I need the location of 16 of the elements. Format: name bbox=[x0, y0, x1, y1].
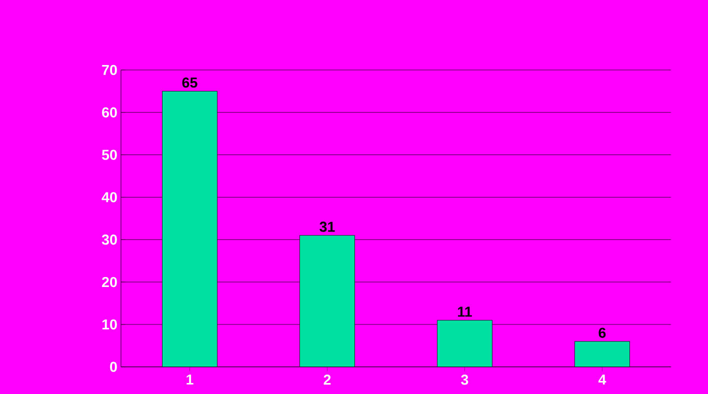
data-label: 6 bbox=[598, 328, 606, 338]
data-label: 11 bbox=[458, 306, 472, 317]
y-tick-label: 50 bbox=[102, 150, 117, 160]
x-tick-label: 3 bbox=[461, 374, 468, 385]
y-tick-label: 0 bbox=[110, 362, 117, 372]
y-tick-label: 30 bbox=[102, 234, 117, 245]
y-tick-label: 20 bbox=[102, 276, 117, 288]
x-tick-label: 1 bbox=[186, 374, 194, 384]
data-label: 65 bbox=[182, 78, 198, 88]
y-tick-label: 40 bbox=[102, 192, 117, 202]
x-tick-label: 4 bbox=[598, 374, 606, 384]
y-tick-label: 60 bbox=[102, 107, 117, 118]
y-tick-label: 10 bbox=[102, 319, 117, 330]
y-tick-label: 70 bbox=[102, 64, 117, 76]
data-label: 31 bbox=[320, 222, 335, 232]
x-tick-label: 2 bbox=[324, 374, 331, 385]
